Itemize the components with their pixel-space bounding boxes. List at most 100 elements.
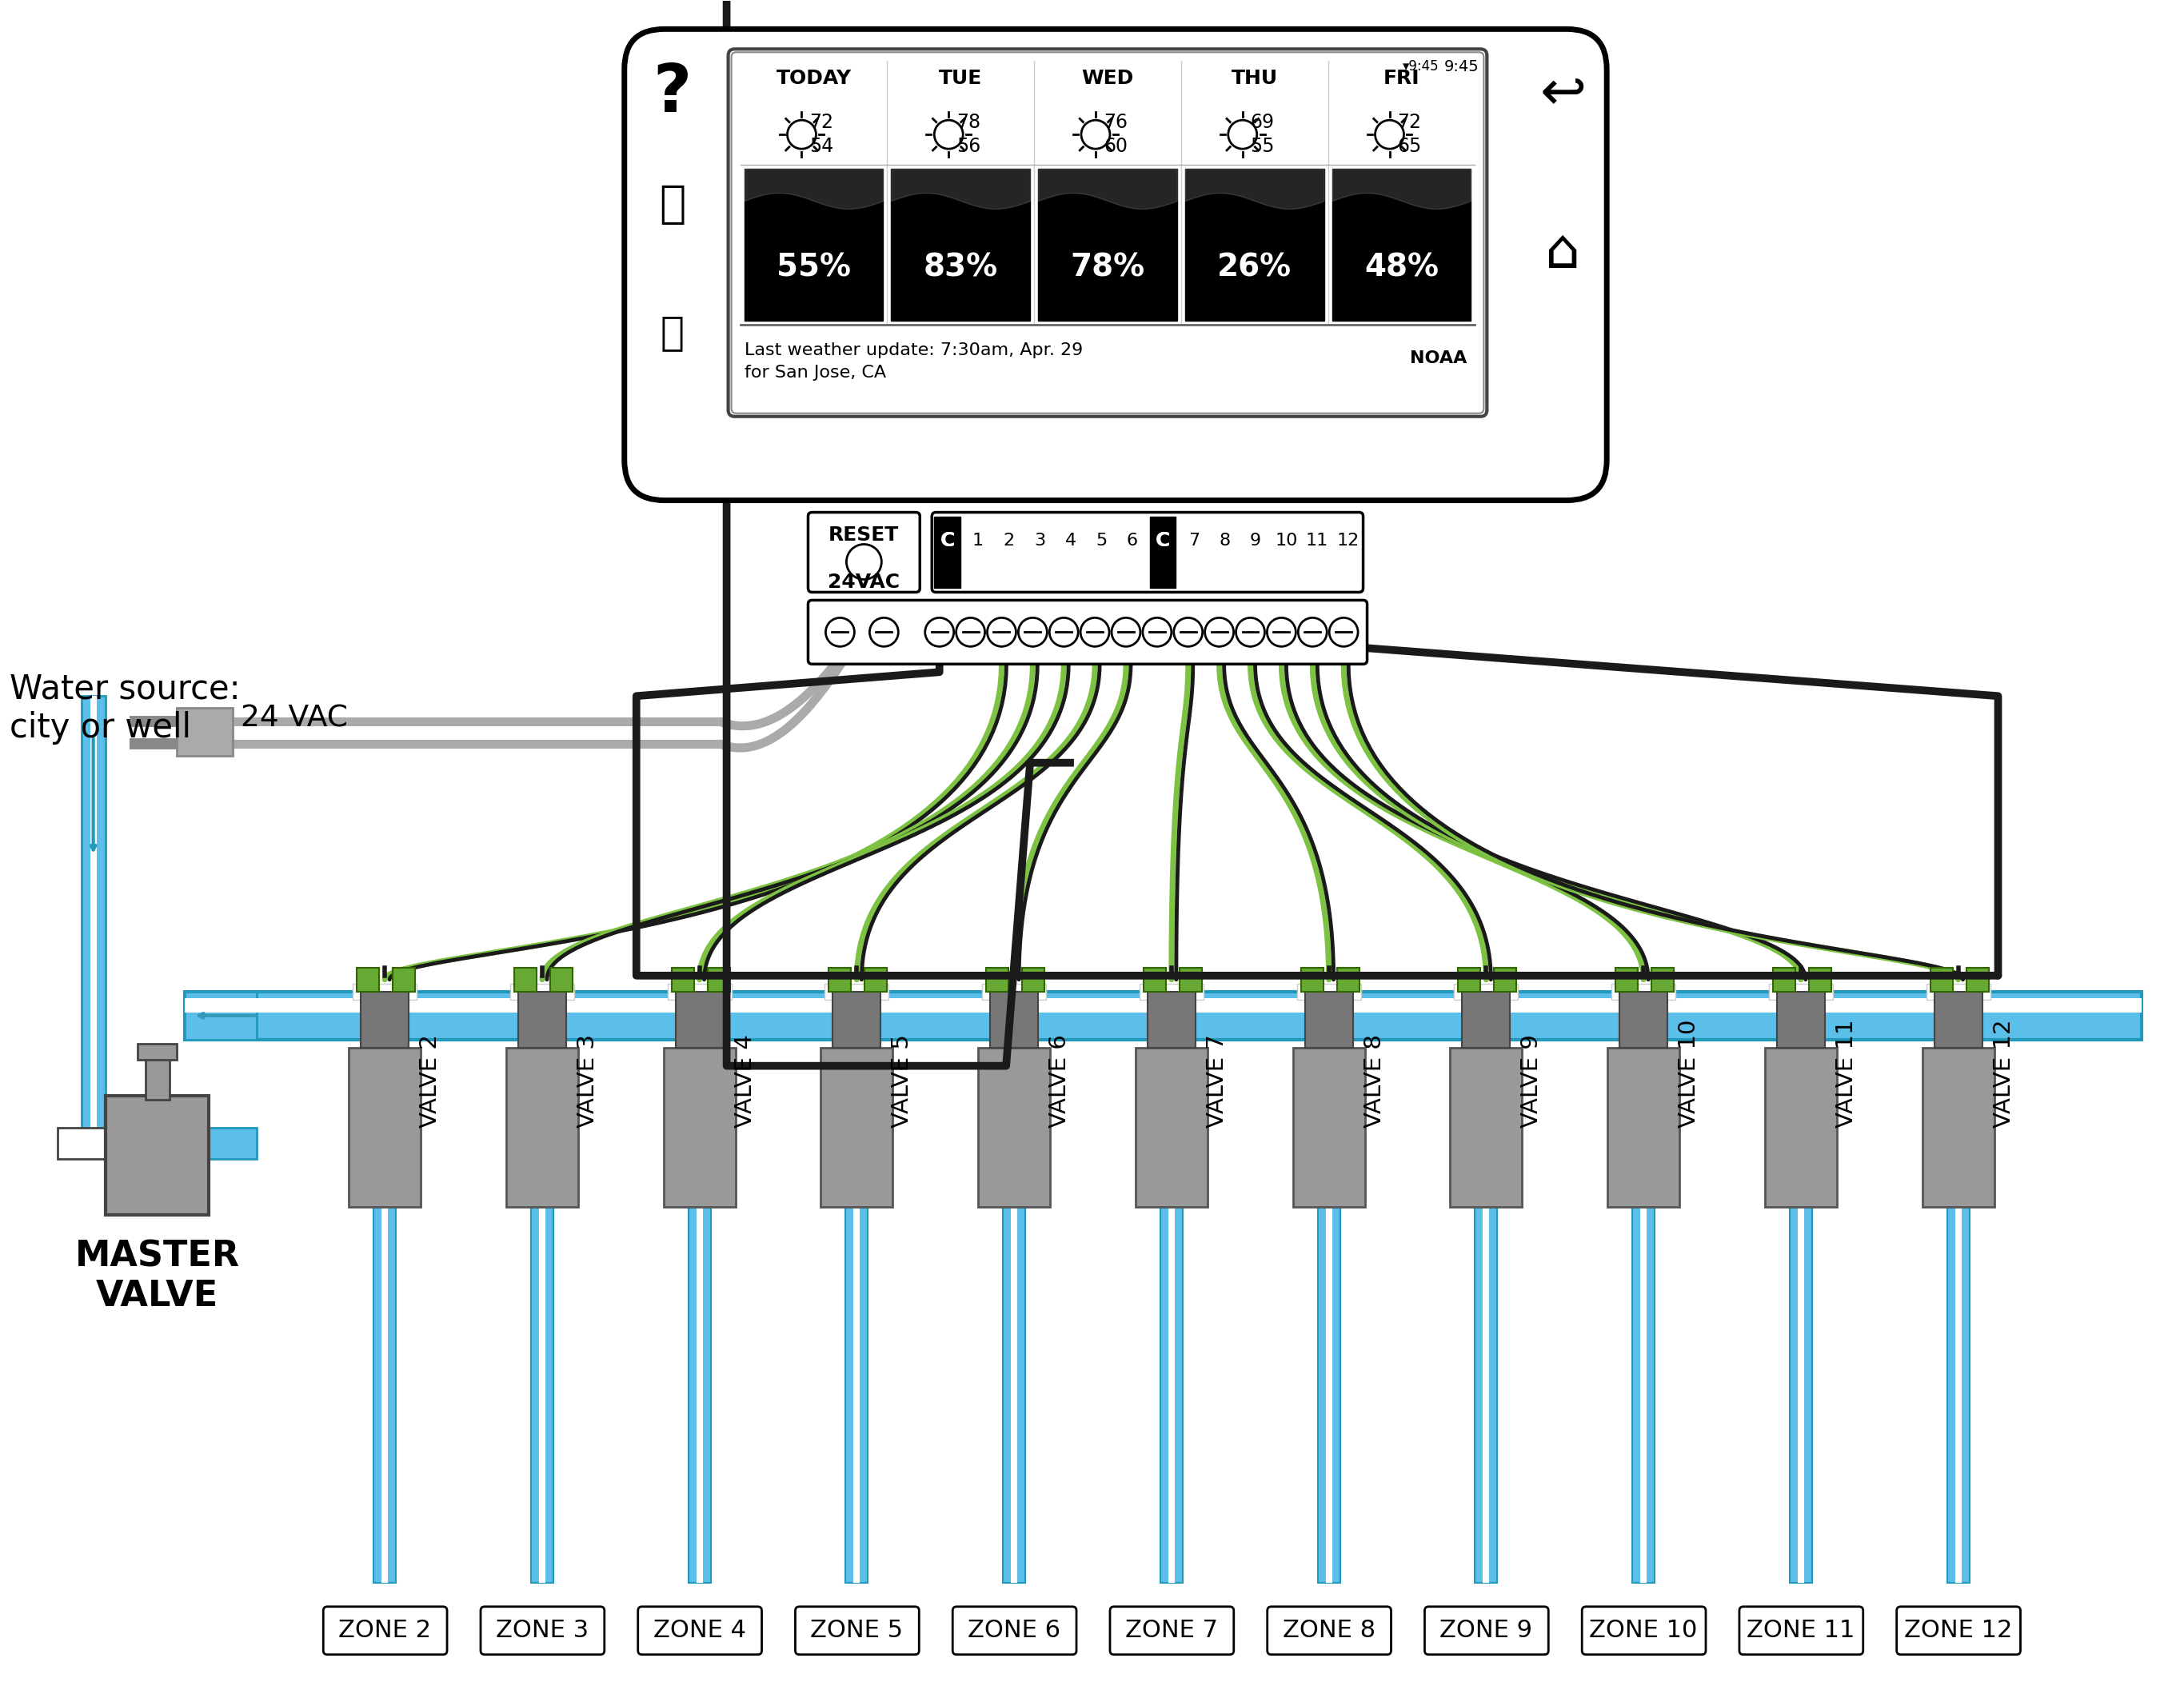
Circle shape	[1142, 618, 1171, 647]
Bar	[144, 1055, 168, 1099]
Bar	[865, 968, 887, 992]
Text: ZONE 3: ZONE 3	[496, 1619, 587, 1642]
Text: 9: 9	[1249, 533, 1260, 548]
Bar	[210, 1127, 258, 1159]
Text: 5: 5	[1096, 533, 1107, 548]
Bar	[1459, 968, 1481, 992]
Circle shape	[869, 618, 898, 647]
Text: ZONE 11: ZONE 11	[1747, 1619, 1854, 1642]
Bar	[1966, 968, 1987, 992]
Text: 54: 54	[810, 136, 834, 157]
FancyBboxPatch shape	[1738, 1607, 1863, 1654]
Text: 72: 72	[810, 112, 834, 133]
Bar	[138, 1043, 177, 1059]
Bar	[1297, 984, 1361, 999]
Bar	[177, 708, 234, 756]
FancyBboxPatch shape	[323, 1607, 448, 1654]
Text: ⌂: ⌂	[1544, 226, 1581, 279]
Text: MASTER
VALVE: MASTER VALVE	[74, 1239, 240, 1314]
Text: ZONE 6: ZONE 6	[968, 1619, 1061, 1642]
Text: ↩: ↩	[1540, 66, 1586, 119]
FancyBboxPatch shape	[933, 512, 1363, 592]
Bar	[1955, 1040, 1961, 1583]
Circle shape	[847, 545, 882, 579]
Text: 56: 56	[957, 136, 981, 157]
Text: ▾9:45: ▾9:45	[1402, 60, 1439, 73]
Text: C: C	[1155, 531, 1171, 550]
Bar	[513, 968, 537, 992]
Bar	[1293, 1047, 1365, 1207]
Bar	[821, 1047, 893, 1207]
Bar	[708, 968, 729, 992]
Bar	[1612, 984, 1675, 999]
Text: 78%: 78%	[1070, 252, 1144, 283]
Bar	[935, 516, 961, 589]
Bar	[1136, 1047, 1208, 1207]
Text: WED: WED	[1081, 70, 1133, 89]
Bar	[354, 984, 417, 999]
Bar	[507, 1047, 579, 1207]
Circle shape	[987, 618, 1016, 647]
FancyBboxPatch shape	[1109, 1607, 1234, 1654]
Bar	[1474, 1040, 1498, 1583]
Bar	[697, 1040, 703, 1583]
Bar	[1022, 968, 1044, 992]
Bar	[1151, 516, 1175, 589]
FancyBboxPatch shape	[808, 512, 919, 592]
Text: 6: 6	[1127, 533, 1138, 548]
Text: C: C	[939, 531, 954, 550]
Bar	[382, 1040, 389, 1583]
Text: 10: 10	[1275, 533, 1297, 548]
FancyBboxPatch shape	[727, 49, 1487, 417]
Bar	[90, 696, 96, 1151]
Text: ?: ?	[653, 61, 692, 126]
FancyBboxPatch shape	[1581, 1607, 1706, 1654]
Bar	[1144, 968, 1166, 992]
Bar	[826, 984, 889, 999]
Circle shape	[1206, 618, 1234, 647]
Bar	[987, 968, 1009, 992]
Bar	[1765, 1047, 1837, 1207]
Text: for San Jose, CA: for San Jose, CA	[745, 364, 887, 381]
Text: VALVE 6: VALVE 6	[1048, 1033, 1070, 1127]
Text: 11: 11	[1306, 533, 1328, 548]
Bar	[1002, 1040, 1024, 1583]
Circle shape	[1112, 618, 1140, 647]
Text: VALVE 12: VALVE 12	[1992, 1019, 2016, 1127]
Bar	[745, 168, 882, 320]
Bar	[675, 992, 723, 1047]
FancyBboxPatch shape	[1896, 1607, 2020, 1654]
Text: 1: 1	[972, 533, 983, 548]
FancyBboxPatch shape	[480, 1607, 605, 1654]
Text: VALVE 3: VALVE 3	[577, 1033, 598, 1127]
Text: VALVE 9: VALVE 9	[1520, 1033, 1542, 1127]
Circle shape	[1236, 618, 1265, 647]
Text: VALVE 10: VALVE 10	[1677, 1019, 1699, 1127]
Bar	[1461, 992, 1509, 1047]
Text: VALVE 8: VALVE 8	[1363, 1033, 1385, 1127]
Text: ZONE 2: ZONE 2	[339, 1619, 430, 1642]
Bar	[664, 1047, 736, 1207]
Text: RESET: RESET	[828, 526, 900, 545]
Circle shape	[826, 618, 854, 647]
Bar	[1337, 968, 1358, 992]
Bar	[1778, 992, 1826, 1047]
Bar	[1935, 992, 1983, 1047]
Text: TUE: TUE	[939, 70, 983, 89]
Text: ZONE 12: ZONE 12	[1904, 1619, 2011, 1642]
Bar	[349, 1047, 422, 1207]
Bar	[891, 168, 1031, 320]
Text: 7: 7	[1188, 533, 1199, 548]
Text: TODAY: TODAY	[775, 70, 852, 89]
Bar	[1317, 1040, 1341, 1583]
Text: 55: 55	[1249, 136, 1275, 157]
Bar	[1332, 168, 1472, 320]
Text: FRI: FRI	[1382, 70, 1420, 89]
Bar	[57, 1127, 105, 1159]
Text: Water source:
city or well: Water source: city or well	[9, 672, 240, 744]
Text: C: C	[1155, 531, 1171, 550]
Bar	[186, 992, 2143, 1040]
Circle shape	[1330, 618, 1358, 647]
Bar	[518, 992, 566, 1047]
Text: 12: 12	[1337, 533, 1358, 548]
